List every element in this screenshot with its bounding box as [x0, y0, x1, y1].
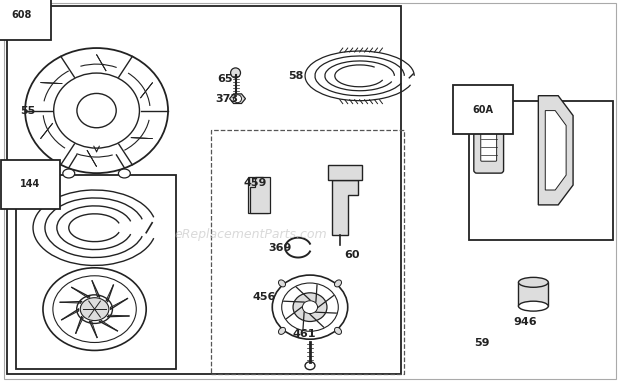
Circle shape — [234, 95, 242, 103]
Bar — [469, 101, 613, 240]
Ellipse shape — [77, 295, 112, 324]
Ellipse shape — [63, 169, 75, 178]
Polygon shape — [249, 177, 268, 213]
Ellipse shape — [118, 169, 130, 178]
Text: 60: 60 — [345, 249, 360, 259]
Bar — [7, 6, 401, 374]
Text: 60A: 60A — [473, 105, 494, 115]
Text: 608: 608 — [11, 10, 32, 20]
Polygon shape — [538, 96, 573, 205]
Polygon shape — [250, 177, 270, 213]
Text: 459: 459 — [244, 178, 267, 188]
Ellipse shape — [53, 276, 136, 343]
Circle shape — [231, 68, 241, 78]
Text: eReplacementParts.com: eReplacementParts.com — [174, 228, 327, 241]
Text: 946: 946 — [513, 317, 537, 327]
Bar — [16, 175, 176, 369]
Ellipse shape — [518, 277, 548, 287]
Ellipse shape — [518, 301, 548, 311]
Text: 373: 373 — [216, 94, 239, 104]
Text: 369: 369 — [268, 243, 291, 253]
FancyBboxPatch shape — [480, 115, 497, 161]
Polygon shape — [328, 165, 361, 180]
Text: 55: 55 — [20, 105, 35, 116]
Ellipse shape — [80, 298, 109, 320]
Ellipse shape — [278, 327, 285, 334]
Text: 461: 461 — [292, 329, 316, 339]
Text: 59: 59 — [474, 338, 489, 348]
Ellipse shape — [335, 327, 342, 334]
Ellipse shape — [272, 275, 348, 339]
Polygon shape — [229, 94, 246, 104]
Bar — [211, 130, 404, 374]
Text: 144: 144 — [20, 179, 40, 189]
Ellipse shape — [77, 94, 116, 128]
Ellipse shape — [43, 268, 146, 350]
Text: 65: 65 — [218, 74, 233, 84]
Polygon shape — [332, 180, 358, 235]
Ellipse shape — [293, 293, 327, 322]
FancyBboxPatch shape — [474, 88, 503, 173]
Ellipse shape — [278, 280, 285, 287]
Text: 456: 456 — [252, 292, 276, 302]
Ellipse shape — [335, 280, 342, 287]
Ellipse shape — [303, 301, 317, 314]
Bar — [518, 282, 548, 306]
Ellipse shape — [305, 362, 315, 370]
Text: 58: 58 — [288, 71, 304, 81]
Polygon shape — [545, 111, 566, 190]
Ellipse shape — [281, 283, 339, 331]
